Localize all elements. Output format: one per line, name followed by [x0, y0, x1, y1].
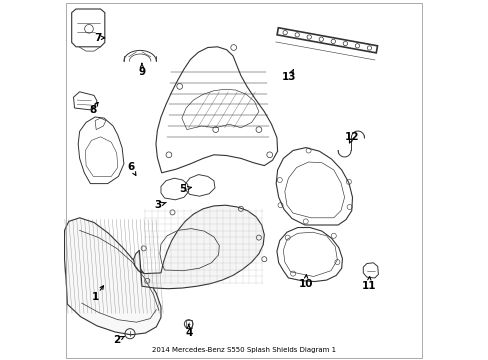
Text: 10: 10 [298, 279, 312, 289]
Text: 2014 Mercedes-Benz S550 Splash Shields Diagram 1: 2014 Mercedes-Benz S550 Splash Shields D… [152, 347, 336, 353]
Text: 5: 5 [179, 184, 186, 194]
Text: 7: 7 [94, 33, 101, 43]
Text: 9: 9 [138, 67, 145, 77]
Polygon shape [133, 205, 264, 289]
Text: 8: 8 [89, 105, 96, 115]
Text: 6: 6 [127, 162, 135, 172]
Text: 3: 3 [154, 200, 162, 210]
Text: 2: 2 [113, 335, 120, 345]
Text: 13: 13 [282, 72, 296, 82]
Text: 11: 11 [361, 281, 375, 291]
Text: 1: 1 [91, 292, 99, 302]
Text: 4: 4 [184, 328, 192, 338]
Text: 12: 12 [345, 132, 359, 142]
Polygon shape [64, 218, 161, 335]
